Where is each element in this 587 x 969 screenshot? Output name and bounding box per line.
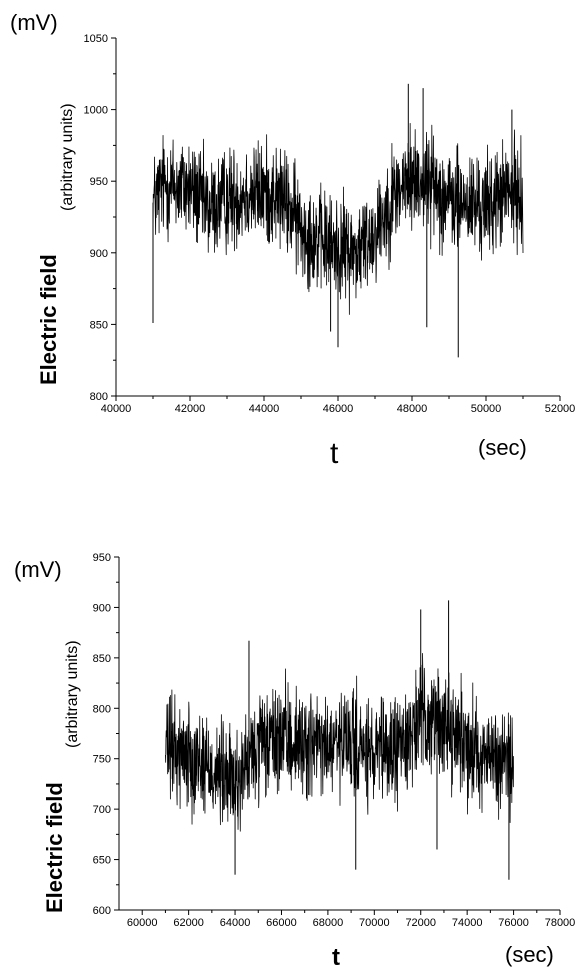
chart-2-y-label-main: Electric field bbox=[42, 782, 67, 913]
x-tick-label: 74000 bbox=[452, 917, 483, 929]
chart-1: (mV) Electric field (arbitrary units) t … bbox=[10, 10, 575, 470]
x-tick-label: 50000 bbox=[471, 403, 502, 415]
y-tick-label: 850 bbox=[90, 319, 108, 331]
y-tick-label: 950 bbox=[90, 176, 108, 188]
x-tick-label: 40000 bbox=[101, 403, 132, 415]
x-tick-label: 72000 bbox=[405, 917, 436, 929]
y-tick-label: 900 bbox=[90, 248, 108, 260]
y-tick-label: 950 bbox=[93, 552, 111, 564]
chart-1-y-unit: (mV) bbox=[10, 10, 58, 35]
y-tick-label: 750 bbox=[93, 754, 111, 766]
series-line bbox=[165, 653, 514, 832]
x-tick-label: 52000 bbox=[545, 403, 576, 415]
x-tick-label: 44000 bbox=[249, 403, 280, 415]
y-tick-label: 800 bbox=[93, 703, 111, 715]
chart-1-x-label: t bbox=[330, 437, 339, 470]
y-tick-label: 900 bbox=[93, 602, 111, 614]
x-tick-label: 78000 bbox=[545, 917, 576, 929]
chart-2-data bbox=[165, 600, 514, 880]
chart-1-data bbox=[152, 83, 524, 358]
x-tick-label: 68000 bbox=[313, 917, 344, 929]
chart-2: (mV) Electric field (arbitrary units) t … bbox=[14, 552, 575, 969]
chart-2-x-label: t bbox=[332, 944, 340, 969]
chart-1-y-label-main: Electric field bbox=[36, 254, 61, 385]
y-tick-label: 850 bbox=[93, 653, 111, 665]
chart-2-x-unit: (sec) bbox=[505, 942, 554, 967]
x-tick-label: 46000 bbox=[323, 403, 354, 415]
x-tick-label: 70000 bbox=[359, 917, 390, 929]
x-tick-label: 62000 bbox=[173, 917, 204, 929]
x-tick-label: 76000 bbox=[498, 917, 529, 929]
x-tick-label: 64000 bbox=[220, 917, 251, 929]
y-tick-label: 1000 bbox=[84, 105, 108, 117]
y-tick-label: 1050 bbox=[84, 33, 108, 45]
chart-1-x-unit: (sec) bbox=[478, 435, 527, 460]
chart-1-y-label-sub: (arbitrary units) bbox=[59, 103, 76, 211]
chart-1-axes: 800 850 900 950 1000 1050 40000 42000 44000 46000… bbox=[84, 33, 576, 415]
y-tick-label: 600 bbox=[93, 905, 111, 917]
y-tick-label: 650 bbox=[93, 855, 111, 867]
chart-2-y-unit: (mV) bbox=[14, 557, 62, 582]
chart-2-axes: 600 650 700 750 800 850 900 950 60000 62000 64000 6… bbox=[93, 552, 576, 929]
y-tick-label: 800 bbox=[90, 391, 108, 403]
y-tick-label: 700 bbox=[93, 804, 111, 816]
x-tick-label: 60000 bbox=[127, 917, 158, 929]
x-tick-label: 48000 bbox=[397, 403, 428, 415]
x-tick-label: 66000 bbox=[266, 917, 297, 929]
chart-2-y-label-sub: (arbitrary units) bbox=[64, 640, 81, 748]
x-tick-label: 42000 bbox=[175, 403, 206, 415]
